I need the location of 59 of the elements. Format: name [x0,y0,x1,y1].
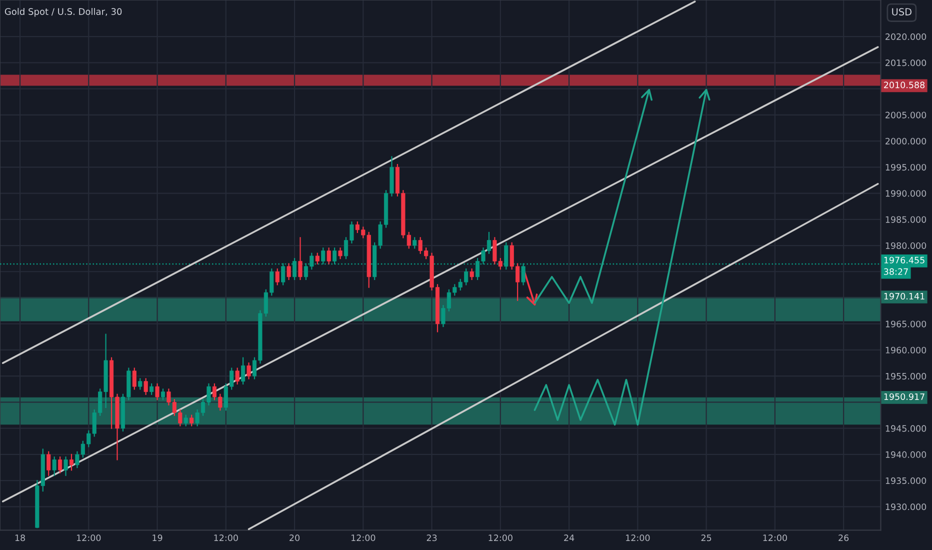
y-tick-label: 2020.000 [886,33,926,40]
candlestick [246,362,251,380]
y-tick-label: 1940.000 [886,451,926,458]
candlestick [58,456,62,474]
candlestick [160,388,166,400]
x-tick-label: 12:00 [488,534,512,542]
x-tick-label: 20 [290,534,300,542]
x-tick-label: 12:00 [626,534,650,542]
x-tick-label: 12:00 [763,534,787,542]
candlestick [412,237,417,249]
y-tick-label: 2000.000 [886,138,926,144]
y-tick-label: 1935.000 [886,477,926,484]
y-tick-label: 1985.000 [886,216,926,223]
y-axis-title: USD [892,8,912,16]
band-label: 2010.588 [884,82,925,88]
x-tick-label: 18 [15,534,25,542]
y-tick-label: 1945.000 [886,425,926,432]
candlestick [275,268,280,286]
y-tick-label: 1930.000 [886,504,926,510]
candlestick [144,378,148,395]
candlestick [52,456,56,476]
y-tick-label: 1965.000 [886,320,926,328]
x-tick-label: 12:00 [352,534,376,542]
y-tick-label: 1995.000 [886,164,926,171]
x-tick-label: 26 [838,534,849,542]
text: 38:27 [884,268,908,275]
x-tick-label: 12:00 [214,534,238,542]
x-tick-label: 23 [426,534,437,542]
candlestick [46,451,51,476]
candlestick [315,252,320,264]
candlestick [150,383,154,395]
candlestick [132,368,136,390]
band-label: 1950.917 [884,393,924,400]
candlestick [286,263,291,280]
y-tick-label: 1980.000 [886,242,926,249]
candlestick [235,368,240,384]
candlestick [326,248,331,264]
candlestick [298,237,302,280]
x-tick-label: 24 [564,534,574,542]
candlestick [241,357,246,384]
candlestick [138,378,142,390]
candlestick [338,248,342,260]
text: Gold Spot / U.S. Dollar, 30 [4,8,122,17]
x-tick-label: 19 [152,534,162,542]
candlestick [155,383,160,400]
y-tick-label: 1955.000 [886,372,926,380]
y-tick-label: 1990.000 [886,190,926,197]
y-tick-label: 2015.000 [886,60,926,66]
ref-line-label: 1976.455 [884,256,924,264]
y-tick-label: 2005.000 [886,112,926,118]
candlestick [470,268,474,280]
band-label: 1970.141 [884,292,924,300]
y-tick-label: 1960.000 [886,346,926,354]
candlestick [184,414,188,426]
candlestick [64,456,68,476]
candlestick [190,414,194,426]
x-tick-label: 12:00 [77,534,101,542]
x-tick-label: 25 [701,534,712,542]
candlestick [69,454,74,471]
